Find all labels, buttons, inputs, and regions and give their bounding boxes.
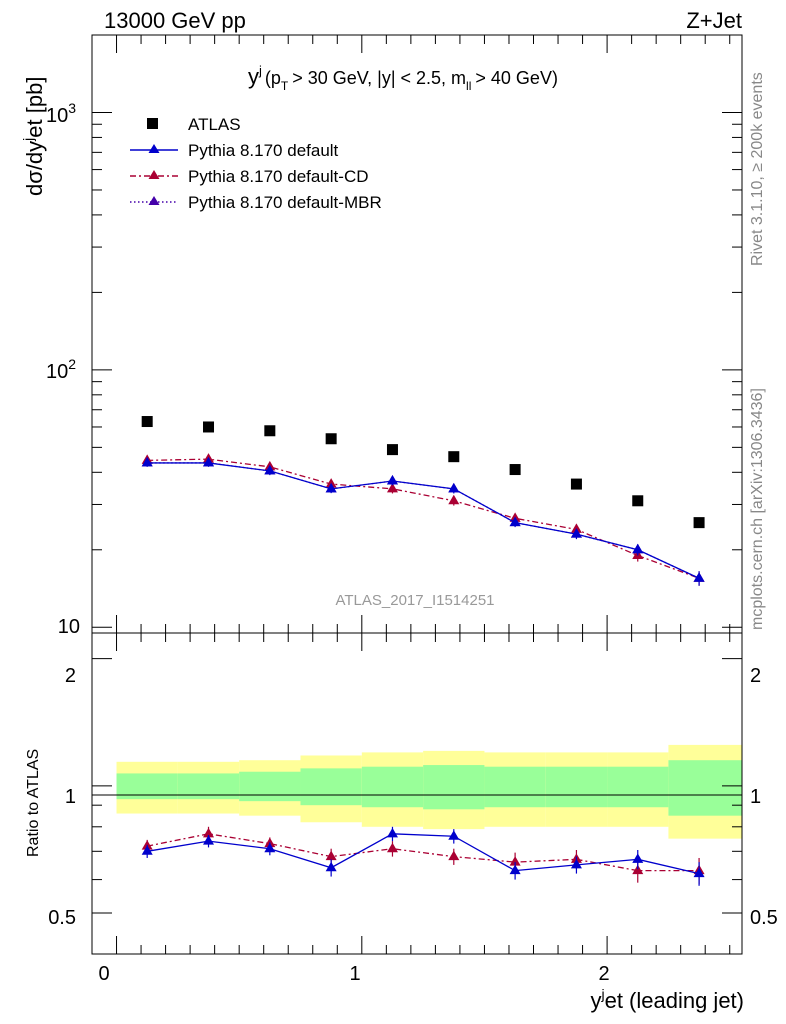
ratio-ytick-right-2: 2 [750, 665, 761, 687]
legend-marker-default [148, 144, 160, 153]
ratio-panel: 2 1 0.5 2 1 0.5 Ratio to ATLAS 0 1 2 yje… [25, 632, 778, 1013]
ratio-marker-default [448, 830, 460, 840]
main-marker-atlas [509, 464, 521, 476]
ratio-band-inner [239, 771, 301, 802]
main-marker-default [325, 482, 337, 493]
main-marker-atlas [386, 444, 398, 456]
legend-marker-atlas [147, 118, 158, 129]
ratio-band-inner [607, 766, 669, 808]
main-line-cd [147, 458, 700, 579]
main-marker-default [141, 456, 153, 467]
main-marker-default [203, 456, 215, 467]
ratio-ylabel: Ratio to ATLAS [25, 749, 42, 857]
xtick-label-1: 1 [349, 963, 360, 985]
main-axis-ticks [92, 34, 742, 633]
ratio-marker-cd [325, 850, 337, 861]
main-marker-atlas [264, 425, 276, 437]
main-line-mbr [147, 462, 700, 579]
main-ylabel: dσ/dyjet [pb] [20, 77, 47, 196]
main-line-default [147, 462, 700, 579]
main-marker-atlas [141, 416, 153, 428]
ratio-ytick-left-2: 2 [65, 665, 76, 687]
legend-label-default: Pythia 8.170 default [188, 141, 339, 160]
main-marker-default [448, 482, 460, 493]
legend-label-mbr: Pythia 8.170 default-MBR [188, 193, 382, 212]
legend-marker-cd [148, 170, 160, 179]
main-marker-default [264, 464, 276, 475]
ytick-10-label: 10 [58, 616, 80, 638]
legend-marker-mbr [148, 196, 160, 205]
ytick-100-label: 102 [46, 356, 76, 383]
main-marker-atlas [693, 517, 705, 529]
ratio-band-inner [423, 765, 485, 810]
ratio-ytick-left-1: 1 [65, 786, 76, 808]
ratio-marker-default [693, 867, 705, 878]
main-marker-default [386, 475, 398, 485]
xaxis-label: yjet (leading jet) [590, 986, 744, 1013]
main-marker-cd [570, 523, 582, 533]
ratio-marker-cd [203, 827, 215, 838]
ratio-marker-cd [386, 842, 398, 853]
main-marker-cd [386, 482, 398, 493]
main-marker-default [509, 516, 521, 527]
mcplots-label: mcplots.cern.ch [arXiv:1306.3436] [749, 388, 766, 630]
xtick-label-2: 2 [598, 963, 609, 985]
main-marker-atlas [203, 421, 215, 433]
ratio-ytick-right-0.5: 0.5 [750, 907, 778, 929]
ratio-line-default [147, 833, 700, 875]
legend: ATLAS Pythia 8.170 default Pythia 8.170 … [130, 115, 382, 212]
main-marker-cd [448, 494, 460, 505]
legend-label-atlas: ATLAS [188, 115, 241, 134]
ratio-marker-default [264, 842, 276, 853]
ratio-axis-ticks [92, 633, 742, 955]
ratio-frame [91, 632, 743, 955]
ratio-band-inner [668, 760, 742, 816]
main-marker-default [693, 572, 705, 582]
ratio-marker-default [141, 845, 153, 855]
xtick-label-0: 0 [98, 963, 109, 985]
ratio-band-inner [545, 766, 608, 808]
main-marker-atlas [325, 433, 337, 445]
ratio-marker-cd [509, 856, 521, 866]
ratio-marker-default [386, 827, 398, 838]
main-panel: 103 102 10 dσ/dyjet [pb] yj (pT > 30 GeV, … [20, 34, 743, 638]
ratio-marker-default [325, 861, 337, 872]
ratio-marker-default [509, 864, 521, 875]
rivet-label: Rivet 3.1.10, ≥ 200k events [749, 72, 766, 266]
ratio-marker-cd [632, 864, 644, 875]
analysis-watermark: ATLAS_2017_I1514251 [335, 592, 494, 609]
ratio-ytick-right-1: 1 [750, 786, 761, 808]
main-marker-cd [325, 478, 337, 488]
ratio-marker-default [570, 858, 582, 869]
main-marker-atlas [570, 478, 582, 490]
ratio-band-inner [484, 766, 546, 808]
ratio-line-cd [147, 833, 700, 872]
main-marker-default [570, 528, 582, 538]
main-marker-atlas [632, 495, 644, 507]
ratio-marker-cd [448, 850, 460, 861]
legend-label-cd: Pythia 8.170 default-CD [188, 167, 369, 186]
ratio-band-inner [361, 766, 424, 808]
energy-label: 13000 GeV pp [104, 8, 246, 33]
main-marker-atlas [448, 451, 460, 463]
ratio-band-inner [300, 768, 362, 806]
ytick-1000-label: 103 [46, 100, 76, 127]
ratio-marker-default [203, 835, 215, 845]
main-marker-default [632, 543, 644, 554]
ratio-marker-default [632, 853, 644, 863]
process-label: Z+Jet [686, 8, 742, 33]
ratio-ytick-left-0.5: 0.5 [48, 907, 76, 929]
plot-title: yj (pT > 30 GeV, |y| < 2.5, mll > 40 GeV) [248, 63, 558, 93]
